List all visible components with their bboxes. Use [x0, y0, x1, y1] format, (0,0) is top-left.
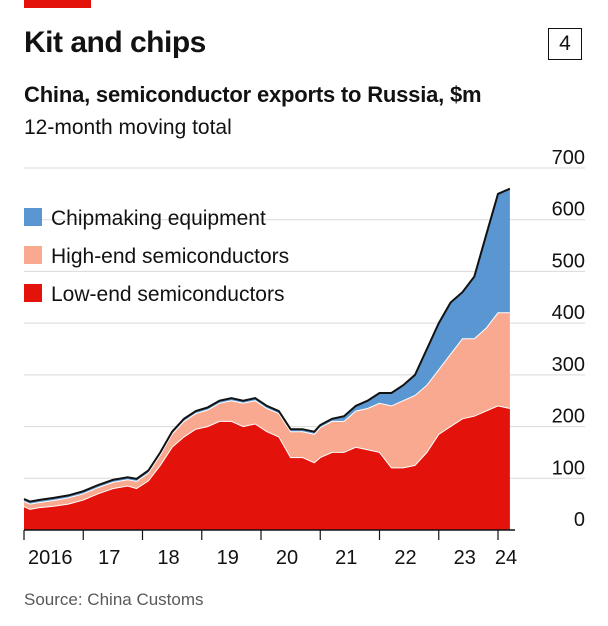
y-tick-label: 100 [552, 457, 585, 479]
legend: Chipmaking equipment High-end semiconduct… [24, 207, 289, 306]
area-low-end [24, 405, 510, 530]
x-tick-label: 2016 [28, 547, 73, 569]
axes: 0 100 200 300 400 500 600 700 2016 17 18 19 20 21 22 23… [23, 147, 585, 569]
x-tick-label: 18 [157, 547, 179, 569]
x-tick-label: 19 [217, 547, 239, 569]
x-tick-label: 17 [98, 547, 120, 569]
x-tick-label: 24 [495, 547, 517, 569]
total-line [23, 187, 511, 503]
y-tick-label: 500 [552, 250, 585, 272]
legend-item-high-end-label: High-end semiconductors [51, 245, 289, 268]
chart-subsubtitle: 12-month moving total [24, 116, 232, 139]
red-tag [24, 0, 91, 8]
chart-subtitle: China, semiconductor exports to Russia, … [24, 82, 482, 107]
y-tick-label: 0 [574, 509, 585, 531]
legend-item-chipmaking-equipment-label: Chipmaking equipment [51, 207, 266, 230]
y-tick-label: 700 [552, 147, 585, 169]
y-tick-label: 600 [552, 199, 585, 221]
legend-item-chipmaking-equipment-swatch [24, 208, 42, 226]
legend-item-low-end-label: Low-end semiconductors [51, 283, 284, 306]
band-separator [23, 405, 511, 510]
x-tick-label: 22 [394, 547, 416, 569]
x-tick-label: 21 [335, 547, 357, 569]
x-tick-label: 20 [276, 547, 298, 569]
y-tick-label: 200 [552, 406, 585, 428]
area-high-end [24, 312, 510, 510]
chart-number-badge: 4 [548, 28, 582, 60]
y-tick-label: 400 [552, 302, 585, 324]
x-tick-label: 23 [454, 547, 476, 569]
chart-title: Kit and chips [24, 26, 206, 59]
band-separator [23, 312, 510, 505]
stacked-areas [23, 187, 511, 530]
y-tick-label: 300 [552, 354, 585, 376]
source-note: Source: China Customs [24, 590, 204, 609]
legend-item-low-end-swatch [24, 284, 42, 302]
legend-item-high-end-swatch [24, 246, 42, 264]
